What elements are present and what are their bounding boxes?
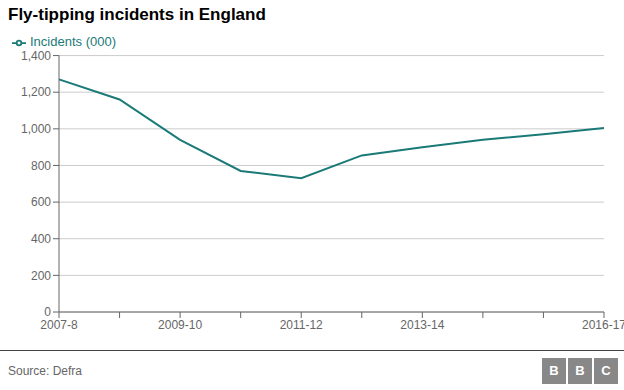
svg-text:0: 0	[44, 305, 51, 319]
svg-text:2013-14: 2013-14	[400, 318, 444, 332]
html-text:B: B	[549, 363, 559, 378]
html-text:Source: Defra: Source: Defra	[8, 363, 82, 378]
svg-text:1,000: 1,000	[21, 122, 51, 136]
html-text:Incidents (000): Incidents (000)	[30, 34, 116, 49]
svg-text:2016-17: 2016-17	[582, 318, 616, 332]
html-text:B: B	[575, 363, 585, 378]
svg-text:2009-10: 2009-10	[158, 318, 202, 332]
svg-text:200: 200	[31, 269, 51, 283]
svg-text:2011-12: 2011-12	[280, 318, 323, 332]
html-text:C: C	[601, 363, 611, 378]
svg-text:600: 600	[31, 195, 51, 209]
svg-text:1,200: 1,200	[21, 85, 51, 99]
svg-text:1,400: 1,400	[21, 49, 51, 63]
html-text:Fly-tipping incidents in Engla: Fly-tipping incidents in England	[8, 5, 266, 24]
svg-text:800: 800	[31, 159, 51, 173]
svg-text:2007-8: 2007-8	[40, 318, 78, 332]
svg-text:400: 400	[31, 232, 51, 246]
